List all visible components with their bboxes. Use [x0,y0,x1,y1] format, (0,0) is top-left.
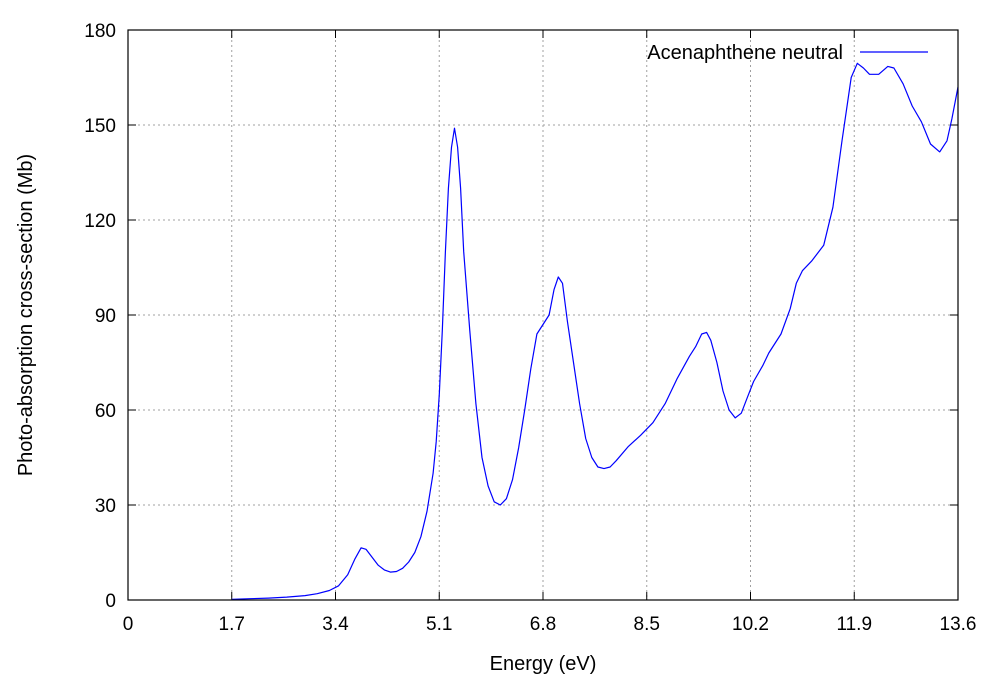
y-tick-label: 180 [84,21,116,42]
series-line [231,62,959,600]
plot-frame [127,29,959,601]
x-tick-label: 3.4 [322,614,349,635]
x-tick-label: 13.6 [940,614,977,635]
y-tick-label: 60 [95,401,116,422]
y-tick-label: 90 [95,306,116,327]
series-layer [231,62,959,600]
y-tick-label: 0 [105,591,116,612]
y-tick-label: 150 [84,116,116,137]
x-tick-label: 6.8 [530,614,556,635]
y-axis-ticks: 0 30 60 90 120 150 180 [84,21,958,612]
legend-label: Acenaphthene neutral [647,42,843,64]
y-tick-label: 120 [84,211,116,232]
x-tick-label: 0 [123,614,134,635]
x-tick-label: 10.2 [732,614,769,635]
x-axis-title: Energy (eV) [490,653,597,675]
x-tick-label: 8.5 [634,614,660,635]
legend: Acenaphthene neutral [647,42,928,64]
x-axis-ticks: 0 1.7 3.4 5.1 6.8 8.5 10.2 11.9 13.6 [123,30,977,635]
y-axis-title: Photo-absorption cross-section (Mb) [15,154,37,476]
grid-layer [128,30,958,600]
x-tick-label: 5.1 [426,614,452,635]
y-tick-label: 30 [95,496,116,517]
x-tick-label: 1.7 [219,614,245,635]
x-tick-label: 11.9 [836,614,872,635]
